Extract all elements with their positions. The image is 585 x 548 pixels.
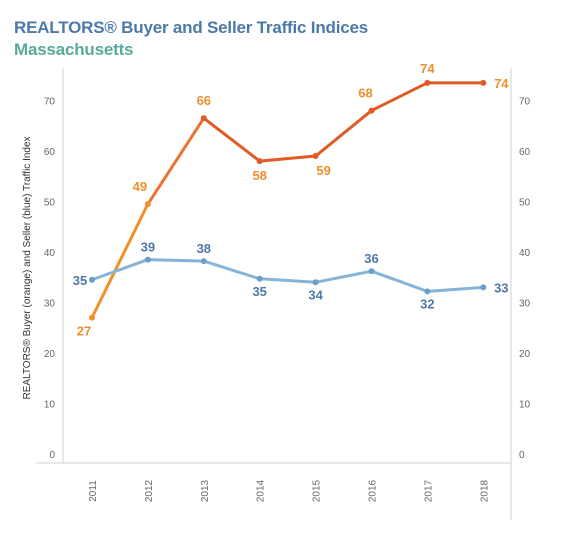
seller-point <box>144 256 151 263</box>
buyer-data-label: 49 <box>133 179 147 194</box>
seller-point <box>480 284 487 291</box>
x-tick-label: 2013 <box>200 479 211 502</box>
seller-data-label: 36 <box>364 251 378 266</box>
seller-point <box>424 288 431 295</box>
seller-data-label: 34 <box>308 287 323 302</box>
buyer-data-label: 27 <box>77 324 91 339</box>
x-tick-label: 2014 <box>256 479 267 502</box>
buyer-point <box>200 115 207 122</box>
seller-point <box>200 258 207 265</box>
y-tick-left: 10 <box>44 400 56 411</box>
seller-point <box>256 275 263 282</box>
seller-data-label: 32 <box>420 296 434 311</box>
seller-line <box>90 258 485 293</box>
seller-data-label: 38 <box>197 241 211 256</box>
seller-data-label: 33 <box>494 280 508 295</box>
seller-point <box>89 276 95 283</box>
y-tick-right: 70 <box>519 97 531 108</box>
seller-data-label: 39 <box>141 240 155 255</box>
y-tick-left: 20 <box>44 349 56 360</box>
buyer-point <box>312 153 319 160</box>
y-tick-right: 0 <box>519 450 525 461</box>
buyer-point <box>424 79 431 86</box>
buyer-data-label: 66 <box>197 93 211 108</box>
x-tick-label: 2018 <box>479 479 490 502</box>
y-tick-left: 60 <box>44 147 56 158</box>
buyer-line-segment-2011 <box>90 202 150 320</box>
x-tick-label: 2012 <box>144 479 155 502</box>
buyer-point <box>256 158 263 165</box>
buyer-line-segment-2012 <box>146 116 206 206</box>
seller-point <box>312 279 319 286</box>
seller-data-label: 35 <box>252 284 266 299</box>
buyer-data-label: 58 <box>252 168 266 183</box>
y-tick-left: 50 <box>44 198 56 209</box>
y-tick-left: 40 <box>44 248 56 259</box>
buyer-data-label: 68 <box>358 86 372 101</box>
y-tick-right: 60 <box>519 147 531 158</box>
x-tick-label: 2011 <box>88 480 99 502</box>
x-tick-label: 2017 <box>423 479 434 502</box>
y-tick-left: 0 <box>49 450 55 461</box>
y-axis-label: REALTORS® Buyer (orange) and Seller (blu… <box>22 136 33 399</box>
y-tick-right: 40 <box>519 248 531 259</box>
chart-title: REALTORS® Buyer and Seller Traffic Indic… <box>14 18 368 37</box>
y-tick-left: 30 <box>44 299 56 310</box>
y-tick-right: 50 <box>519 198 531 209</box>
seller-point <box>368 268 375 275</box>
y-tick-right: 30 <box>519 299 531 310</box>
x-tick-label: 2015 <box>312 479 323 502</box>
buyer-point <box>480 79 487 86</box>
buyer-line <box>202 81 485 163</box>
y-tick-left: 70 <box>44 97 56 108</box>
buyer-data-label: 74 <box>494 76 509 91</box>
buyer-point <box>368 107 375 114</box>
buyer-data-label: 59 <box>316 163 330 178</box>
buyer-point <box>144 201 151 208</box>
seller-data-label: 35 <box>73 273 87 288</box>
chart-subtitle: Massachusetts <box>14 40 134 59</box>
buyer-data-label: 74 <box>420 61 435 76</box>
x-tick-label: 2016 <box>368 479 379 502</box>
y-tick-right: 20 <box>519 349 531 360</box>
buyer-point <box>89 314 95 321</box>
y-tick-right: 10 <box>519 400 531 411</box>
